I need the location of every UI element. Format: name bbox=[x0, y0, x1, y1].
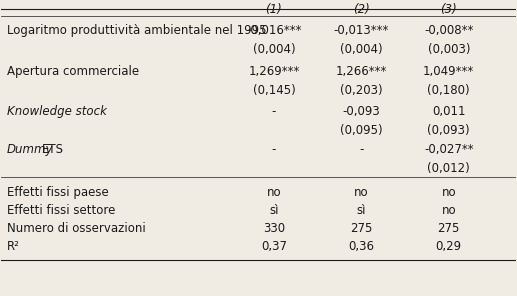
Text: Knowledge stock: Knowledge stock bbox=[7, 105, 107, 118]
Text: -0,013***: -0,013*** bbox=[333, 24, 389, 37]
Text: 0,37: 0,37 bbox=[261, 240, 287, 253]
Text: 0,011: 0,011 bbox=[432, 105, 465, 118]
Text: no: no bbox=[267, 186, 281, 199]
Text: ETS: ETS bbox=[41, 143, 64, 156]
Text: 330: 330 bbox=[263, 222, 285, 235]
Text: -0,016***: -0,016*** bbox=[246, 24, 302, 37]
Text: R²: R² bbox=[7, 240, 20, 253]
Text: (3): (3) bbox=[440, 3, 457, 16]
Text: Logaritmo produttività ambientale nel 1995: Logaritmo produttività ambientale nel 19… bbox=[7, 24, 266, 37]
Text: Effetti fissi paese: Effetti fissi paese bbox=[7, 186, 108, 199]
Text: Effetti fissi settore: Effetti fissi settore bbox=[7, 205, 115, 217]
Text: (0,095): (0,095) bbox=[340, 124, 383, 137]
Text: (1): (1) bbox=[266, 3, 282, 16]
Text: 0,29: 0,29 bbox=[436, 240, 462, 253]
Text: -: - bbox=[359, 143, 363, 156]
Text: no: no bbox=[442, 205, 456, 217]
Text: sì: sì bbox=[269, 205, 279, 217]
Text: 1,266***: 1,266*** bbox=[336, 65, 387, 78]
Text: (0,203): (0,203) bbox=[340, 84, 383, 97]
Text: -: - bbox=[272, 105, 276, 118]
Text: 1,269***: 1,269*** bbox=[248, 65, 300, 78]
Text: (0,004): (0,004) bbox=[253, 44, 295, 57]
Text: -: - bbox=[272, 143, 276, 156]
Text: no: no bbox=[354, 186, 369, 199]
Text: Dummy: Dummy bbox=[7, 143, 53, 156]
Text: no: no bbox=[442, 186, 456, 199]
Text: (0,003): (0,003) bbox=[428, 44, 470, 57]
Text: -0,027**: -0,027** bbox=[424, 143, 474, 156]
Text: sì: sì bbox=[357, 205, 366, 217]
Text: -0,008**: -0,008** bbox=[424, 24, 474, 37]
Text: Numero di osservazioni: Numero di osservazioni bbox=[7, 222, 145, 235]
Text: (0,180): (0,180) bbox=[428, 84, 470, 97]
Text: -0,093: -0,093 bbox=[342, 105, 380, 118]
Text: (2): (2) bbox=[353, 3, 370, 16]
Text: Apertura commerciale: Apertura commerciale bbox=[7, 65, 139, 78]
Text: 275: 275 bbox=[350, 222, 373, 235]
Text: 0,36: 0,36 bbox=[348, 240, 374, 253]
Text: (0,012): (0,012) bbox=[428, 162, 470, 175]
Text: (0,093): (0,093) bbox=[428, 124, 470, 137]
Text: (0,145): (0,145) bbox=[252, 84, 295, 97]
Text: 1,049***: 1,049*** bbox=[423, 65, 475, 78]
Text: 275: 275 bbox=[437, 222, 460, 235]
Text: (0,004): (0,004) bbox=[340, 44, 383, 57]
